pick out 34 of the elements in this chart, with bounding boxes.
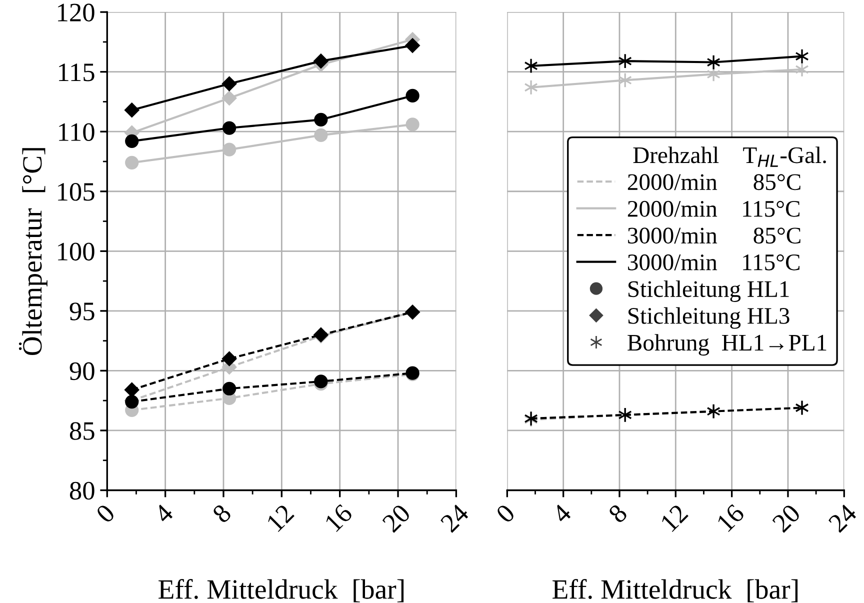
x-tick-label: 20	[772, 503, 802, 534]
y-tick-label: 90	[70, 362, 94, 380]
y-tick-label: 80	[70, 482, 94, 500]
x-tick-label: 4	[153, 503, 174, 524]
legend-title: Drehzahl T$_{HL}$-Gal.	[633, 146, 826, 167]
x-tick-label: 24	[440, 502, 470, 533]
legend-label: 2000/min 115°C	[628, 200, 800, 217]
y-tick-label: 110	[59, 123, 94, 142]
y-axis-title: Öltemperatur [°C]	[18, 148, 48, 356]
x-tick-label: 8	[608, 503, 628, 524]
x-tick-label: 16	[716, 503, 746, 532]
y-tick-label: 105	[58, 182, 94, 201]
annotation: Stichleitung HL3	[628, 307, 790, 329]
x-tick-label: 0	[495, 503, 516, 524]
x-axis-title: Eff. Mitteldruck [bar]	[158, 579, 404, 602]
y-tick-label: 95	[70, 302, 94, 320]
y-tick-label: 100	[58, 242, 94, 261]
x-tick-label: 12	[266, 504, 294, 532]
legend-label: 2000/min 85°C	[628, 174, 800, 190]
x-axis-title: Eff. Mitteldruck [bar]	[552, 579, 798, 602]
legend-label: 3000/min 115°C	[628, 254, 800, 270]
y-tick-label: 85	[70, 422, 94, 440]
x-tick-label: 0	[95, 503, 116, 524]
x-tick-label: 24	[828, 502, 858, 533]
x-tick-label: 16	[324, 503, 354, 532]
x-tick-label: 8	[212, 503, 232, 524]
x-tick-label: 4	[551, 503, 572, 524]
annotation: Stichleitung HL1	[628, 280, 789, 302]
y-tick-label: 115	[59, 64, 94, 82]
y-tick-label: 120	[58, 4, 94, 22]
legend-label: 3000/min 85°C	[628, 228, 800, 244]
x-tick-label: 12	[660, 504, 688, 532]
annotation: Bohrung HL1→PL1	[628, 334, 826, 356]
x-tick-label: 20	[382, 503, 412, 534]
